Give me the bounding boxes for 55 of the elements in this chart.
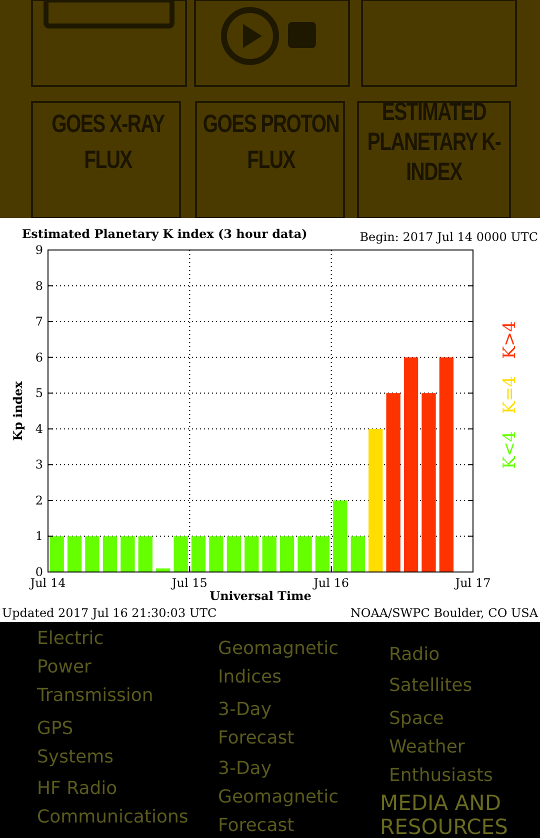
text: Begin: 2017 Jul 14 0000 UTC xyxy=(360,230,538,244)
y-tick-label: 3 xyxy=(35,458,43,472)
bar xyxy=(191,536,206,572)
text: Radio xyxy=(389,644,440,665)
text: 3-Day Geomagnetic Forecast xyxy=(218,758,338,836)
bar xyxy=(386,393,400,572)
bar xyxy=(368,428,383,572)
text: K>4 xyxy=(500,321,520,359)
text: K<4 xyxy=(500,431,520,469)
bar xyxy=(422,393,436,572)
bar xyxy=(244,536,259,572)
text: Updated 2017 Jul 16 21:30:03 UTC xyxy=(2,606,217,620)
x-tick-label: Jul 14 xyxy=(28,576,66,590)
text: K=4 xyxy=(500,376,520,414)
y-tick-label: 0 xyxy=(35,565,43,579)
text: MEDIA AND RESOURCES xyxy=(380,791,508,838)
text: Satellites xyxy=(389,675,472,696)
text: HF Radio Communications xyxy=(37,778,188,828)
bar xyxy=(333,500,348,572)
x-axis-title: Universal Time xyxy=(210,589,312,603)
bar xyxy=(85,536,100,572)
text: Geomagnetic Indices xyxy=(218,638,338,688)
text: Space Weather Enthusiasts xyxy=(389,708,493,786)
bar xyxy=(102,536,118,572)
y-tick-label: 9 xyxy=(35,243,43,257)
bar xyxy=(67,536,82,572)
bar xyxy=(350,536,365,572)
bar xyxy=(298,536,312,572)
x-tick-label: Jul 15 xyxy=(170,576,208,590)
bar xyxy=(50,536,64,572)
bar xyxy=(138,536,152,572)
text: 3-Day Forecast xyxy=(218,699,294,748)
y-tick-label: 5 xyxy=(35,386,43,400)
y-tick-label: 8 xyxy=(35,278,43,293)
chart-title: Estimated Planetary K index (3 hour data) xyxy=(22,227,308,241)
y-tick-label: 6 xyxy=(35,350,43,364)
bar xyxy=(439,357,454,572)
x-tick-label: Jul 16 xyxy=(312,576,350,590)
y-axis-title: Kp index xyxy=(11,380,25,441)
text: NOAA/SWPC Boulder, CO USA xyxy=(350,606,538,620)
bar xyxy=(404,357,418,572)
bar xyxy=(280,536,294,572)
bar xyxy=(315,536,330,572)
bar xyxy=(262,536,276,572)
bar xyxy=(226,536,242,572)
y-tick-label: 4 xyxy=(35,422,44,436)
bar xyxy=(209,536,224,572)
y-tick-label: 2 xyxy=(35,493,43,508)
text: Electric Power Transmission xyxy=(36,628,154,706)
x-tick-label: Jul 17 xyxy=(453,576,491,590)
text: GPS Systems xyxy=(37,718,114,768)
y-tick-label: 1 xyxy=(35,529,43,544)
y-tick-label: 7 xyxy=(35,314,43,329)
bar xyxy=(120,536,135,572)
bar xyxy=(174,536,188,572)
